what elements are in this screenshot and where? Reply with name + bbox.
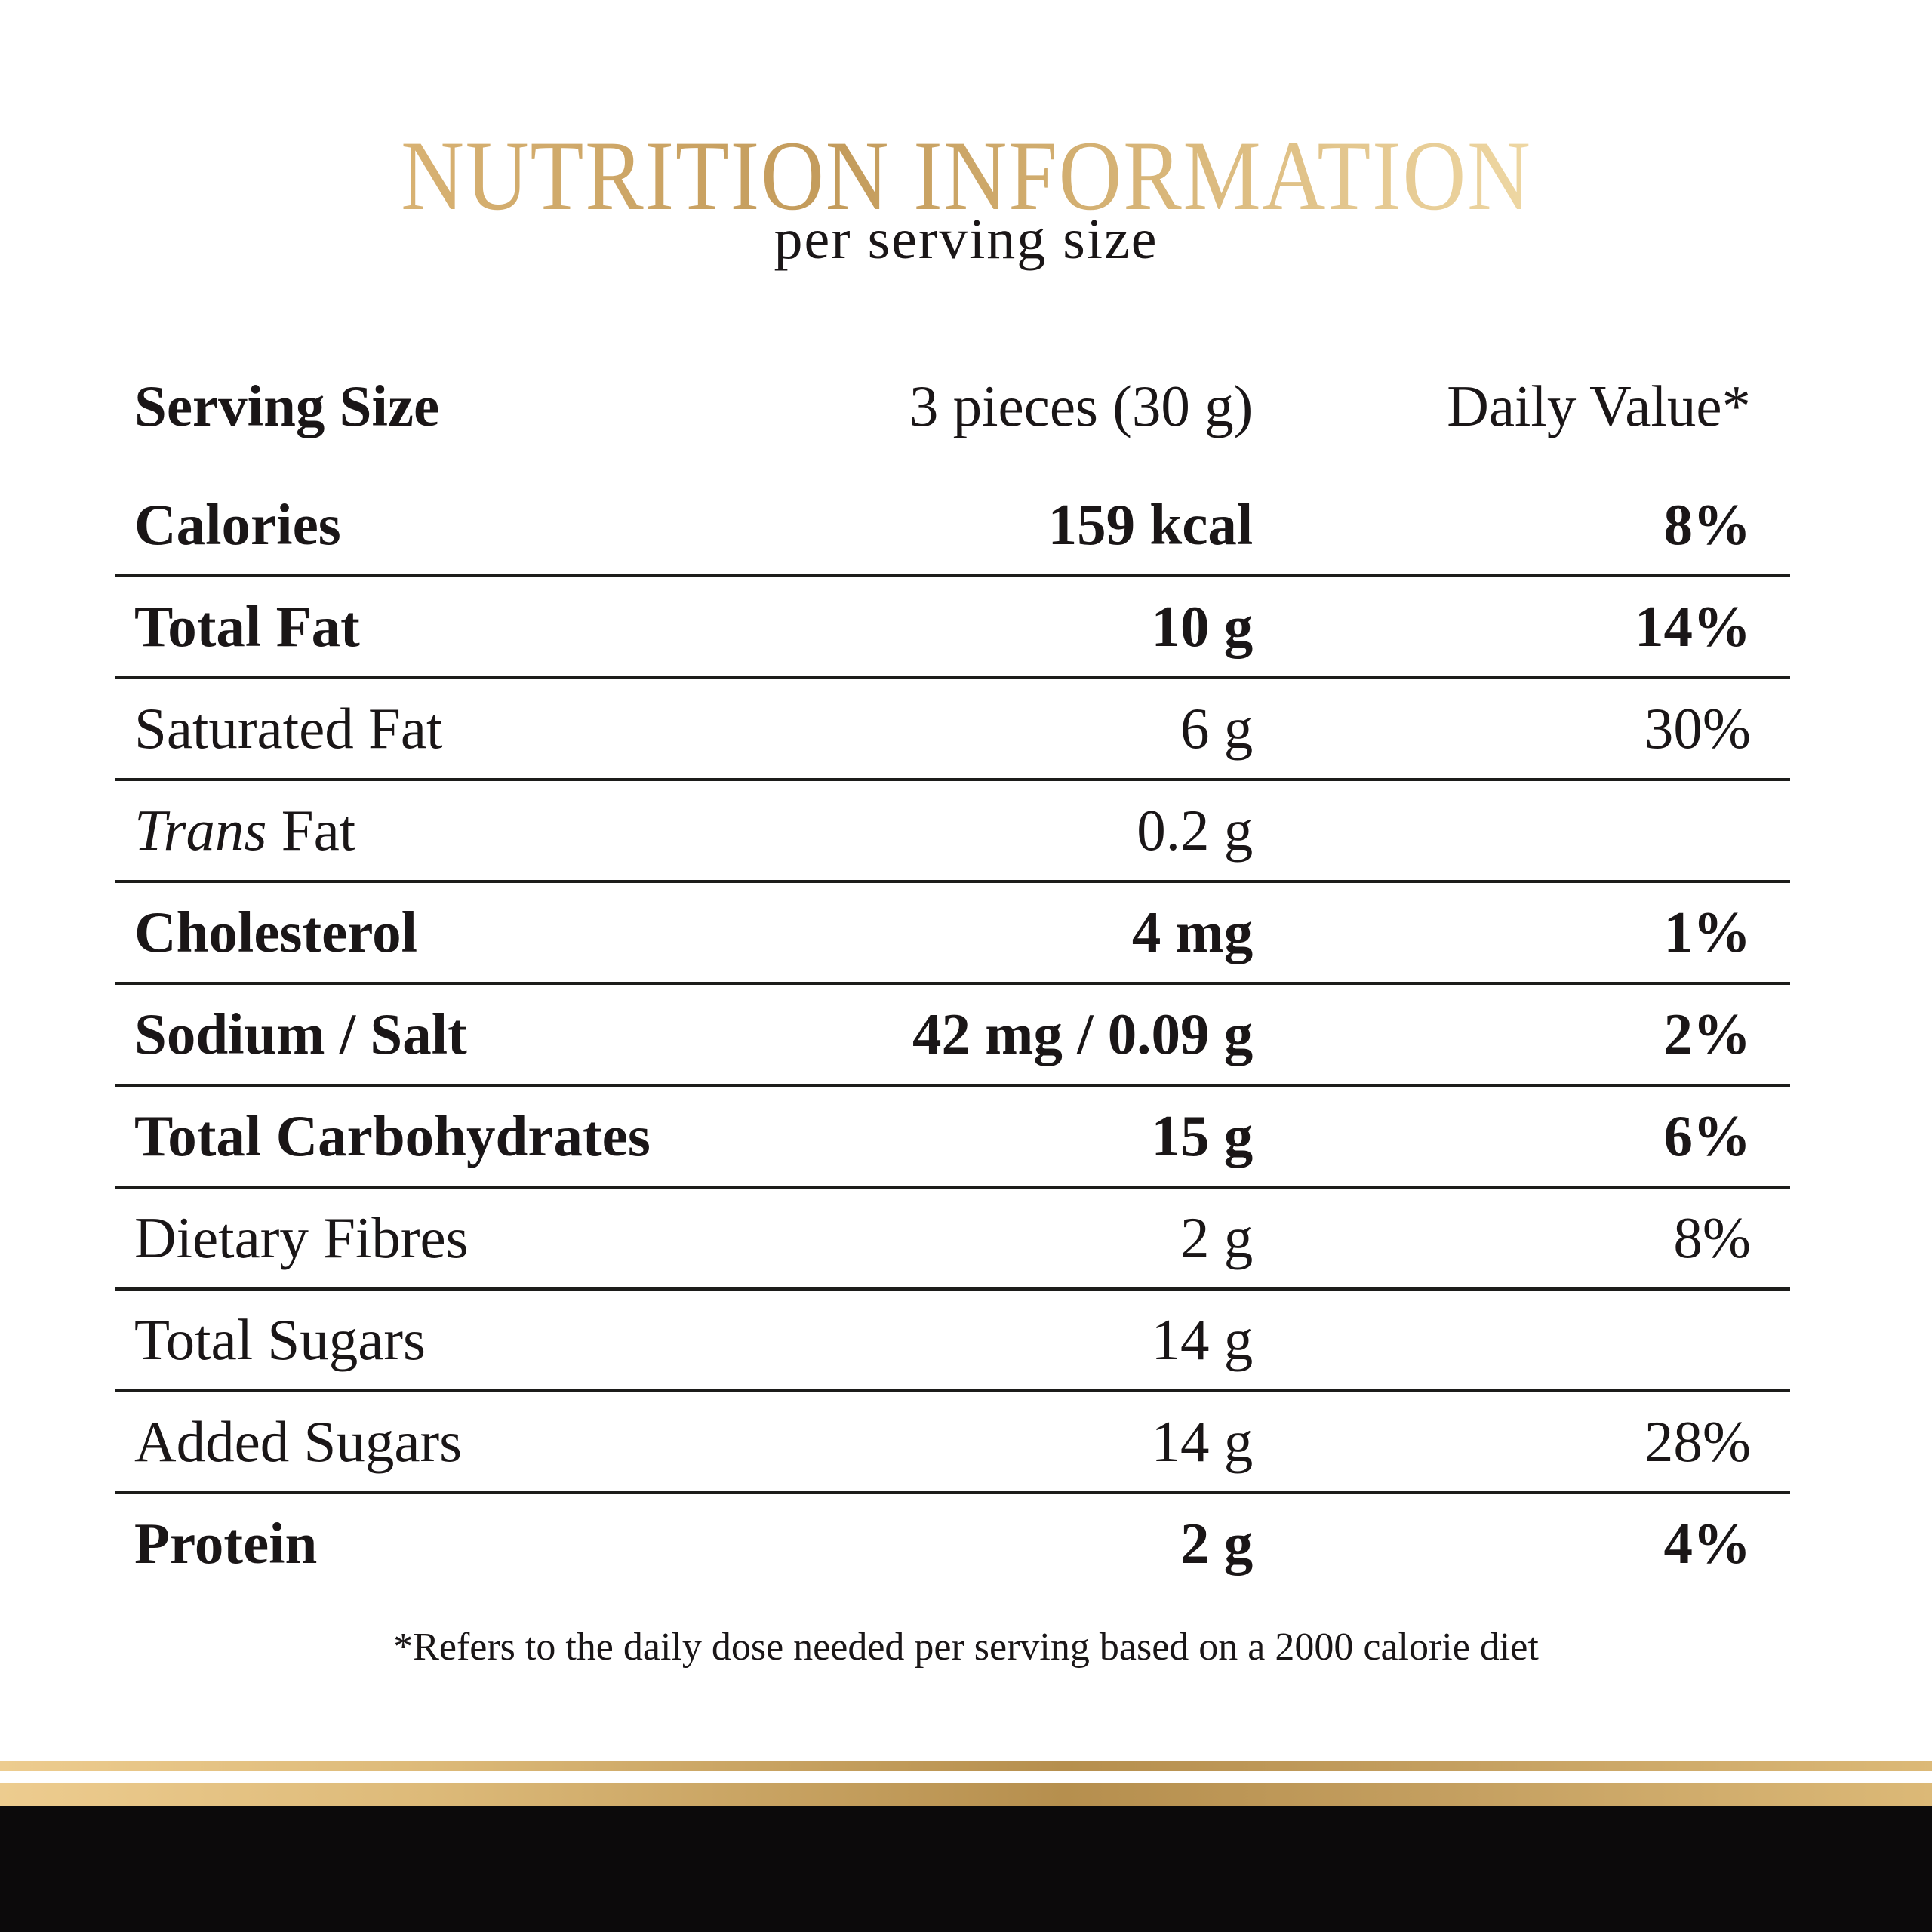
gold-stripe-thick (0, 1783, 1932, 1806)
row-daily-value: 2% (1663, 1001, 1752, 1066)
table-header-row: Serving Size 3 pieces (30 g) Daily Value… (115, 353, 1790, 459)
row-daily-value: 6% (1663, 1103, 1752, 1168)
row-value: 42 mg / 0.09 g (912, 1001, 1254, 1066)
row-value: 15 g (1151, 1103, 1254, 1168)
row-label: Dietary Fibres (134, 1205, 469, 1270)
row-label: Calories (134, 492, 341, 557)
row-daily-value: 1% (1663, 900, 1752, 964)
nutrient-row: Total Fat 10 g 14% (115, 577, 1790, 679)
nutrient-row: Protein 2 g 4% (115, 1494, 1790, 1593)
row-label: Total Sugars (134, 1307, 426, 1372)
row-daily-value: 8% (1673, 1205, 1751, 1270)
row-daily-value: 4% (1663, 1511, 1752, 1576)
footnote: *Refers to the daily dose needed per ser… (393, 1626, 1539, 1669)
page-subtitle: per serving size (774, 208, 1158, 271)
nutrient-row: Trans Fat 0.2 g (115, 781, 1790, 883)
nutrient-row: Dietary Fibres 2 g 8% (115, 1189, 1790, 1291)
nutrient-row: Sodium / Salt 42 mg / 0.09 g 2% (115, 985, 1790, 1087)
page-title: NUTRITION INFORMATION (0, 123, 1932, 229)
row-label: Cholesterol (134, 900, 417, 964)
row-value: 0.2 g (1137, 798, 1254, 863)
row-value: 2 g (1180, 1205, 1254, 1270)
nutrition-table: Serving Size 3 pieces (30 g) Daily Value… (115, 353, 1790, 1593)
row-daily-value: 8% (1663, 492, 1752, 557)
header-daily-value: Daily Value* (1447, 373, 1751, 438)
row-label: Trans Fat (134, 798, 356, 863)
nutrient-row: Added Sugars 14 g 28% (115, 1392, 1790, 1494)
row-value: 14 g (1151, 1307, 1254, 1372)
row-label: Total Carbohydrates (134, 1103, 651, 1168)
row-value: 14 g (1151, 1409, 1254, 1474)
table-body: Calories 159 kcal 8% Total Fat 10 g 14% … (115, 475, 1790, 1593)
row-daily-value: 30% (1644, 696, 1751, 761)
header-serving-size: Serving Size (134, 373, 440, 438)
row-label: Added Sugars (134, 1409, 463, 1474)
black-bottom-bar (0, 1806, 1932, 1932)
row-value: 6 g (1180, 696, 1254, 761)
header-serving-value: 3 pieces (30 g) (909, 373, 1254, 438)
row-daily-value: 28% (1644, 1409, 1751, 1474)
row-label: Sodium / Salt (134, 1001, 467, 1066)
row-label: Total Fat (134, 594, 360, 659)
nutrient-row: Total Carbohydrates 15 g 6% (115, 1087, 1790, 1189)
header-gap (115, 459, 1790, 475)
nutrient-row: Calories 159 kcal 8% (115, 475, 1790, 577)
page-title-text: NUTRITION INFORMATION (400, 120, 1532, 231)
row-label: Protein (134, 1511, 318, 1576)
row-daily-value: 14% (1635, 594, 1751, 659)
gold-stripe-thin (0, 1761, 1932, 1771)
nutrient-row: Cholesterol 4 mg 1% (115, 883, 1790, 985)
row-label: Saturated Fat (134, 696, 443, 761)
row-value: 4 mg (1131, 900, 1254, 964)
row-value: 2 g (1180, 1511, 1254, 1576)
nutrient-row: Total Sugars 14 g (115, 1291, 1790, 1392)
row-value: 10 g (1151, 594, 1254, 659)
nutrient-row: Saturated Fat 6 g 30% (115, 679, 1790, 781)
row-value: 159 kcal (1048, 492, 1254, 557)
